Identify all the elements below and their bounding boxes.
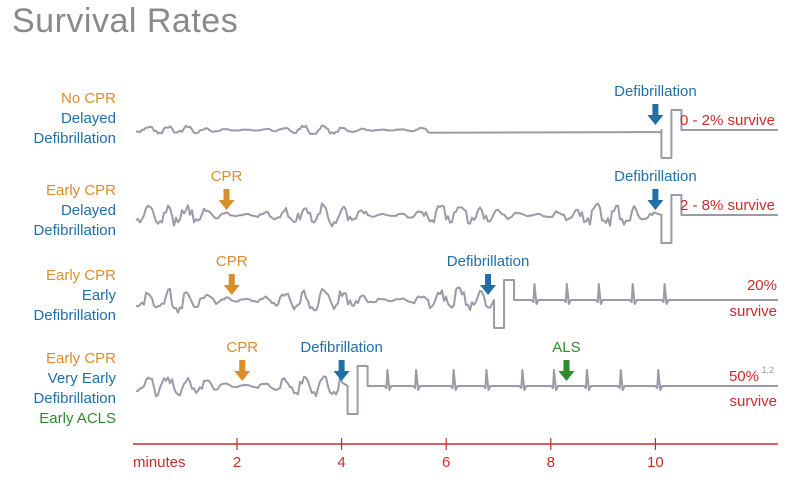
marker-cpr: CPR — [211, 168, 243, 210]
row-label-line: Delayed — [61, 202, 116, 219]
marker-als: ALS — [552, 339, 581, 381]
axis-tick-label: 8 — [547, 454, 555, 471]
axis-tick-label: 4 — [337, 454, 345, 471]
row-label-line: Early CPR — [46, 267, 116, 284]
row-label-line: Defibrillation — [33, 130, 116, 147]
outcome-text: survive — [729, 303, 777, 320]
axis-tick-label: 2 — [233, 454, 241, 471]
row-label-line: No CPR — [61, 90, 116, 107]
marker-defibrillation: Defibrillation — [300, 339, 383, 381]
rows-layer: No CPR Delayed Defibrillation Defibrillatio… — [33, 83, 778, 427]
row-label-line: Delayed — [61, 110, 116, 127]
ecg-trace — [135, 365, 778, 415]
down-arrow-icon — [558, 360, 575, 381]
marker-defibrillation: Defibrillation — [447, 253, 530, 295]
marker-label: Defibrillation — [614, 83, 697, 100]
ecg-trace — [135, 279, 778, 329]
down-arrow-icon — [333, 360, 350, 381]
marker-label: CPR — [211, 168, 243, 185]
down-arrow-icon — [234, 360, 251, 381]
marker-label: Defibrillation — [300, 339, 383, 356]
row-1: No CPR Delayed Defibrillation Defibrillatio… — [33, 83, 778, 159]
marker-cpr: CPR — [216, 253, 248, 295]
outcome-text: 0 - 2% survive — [680, 112, 775, 129]
ecg-trace — [135, 109, 778, 159]
ecg-trace — [135, 194, 778, 244]
row-2: Early CPR Delayed Defibrillation CPR Defibri… — [33, 168, 778, 244]
row-3: Early CPR Early Defibrillation CPR Defibrill… — [33, 253, 778, 329]
time-axis: minutes 2 4 6 8 10 — [133, 438, 778, 471]
down-arrow-icon — [480, 274, 497, 295]
row-label-line: Early CPR — [46, 182, 116, 199]
down-arrow-icon — [647, 104, 664, 125]
outcome-text: survive — [729, 393, 777, 410]
row-label-line: Early CPR — [46, 350, 116, 367]
footnote-ref: 1,2 — [761, 365, 774, 375]
row-label-line: Early ACLS — [39, 410, 116, 427]
row-label-line: Early — [82, 287, 117, 304]
row-label-line: Defibrillation — [33, 222, 116, 239]
marker-cpr: CPR — [226, 339, 258, 381]
page-title: Survival Rates — [12, 2, 239, 40]
row-label-line: Defibrillation — [33, 307, 116, 324]
marker-defibrillation: Defibrillation — [614, 168, 697, 210]
outcome-text: 20% — [747, 277, 777, 294]
axis-tick-label: 6 — [442, 454, 450, 471]
row-label-line: Defibrillation — [33, 390, 116, 407]
row-4: Early CPR Very Early Defibrillation Early A… — [33, 339, 778, 427]
outcome-text: 50% — [729, 368, 759, 385]
down-arrow-icon — [647, 189, 664, 210]
outcome-text: 2 - 8% survive — [680, 197, 775, 214]
axis-label: minutes — [133, 454, 186, 471]
marker-label: CPR — [216, 253, 248, 270]
marker-label: CPR — [226, 339, 258, 356]
axis-tick-label: 10 — [647, 454, 664, 471]
marker-label: ALS — [552, 339, 580, 356]
row-label-line: Very Early — [48, 370, 117, 387]
marker-label: Defibrillation — [447, 253, 530, 270]
marker-defibrillation: Defibrillation — [614, 83, 697, 125]
down-arrow-icon — [223, 274, 240, 295]
marker-label: Defibrillation — [614, 168, 697, 185]
down-arrow-icon — [218, 189, 235, 210]
